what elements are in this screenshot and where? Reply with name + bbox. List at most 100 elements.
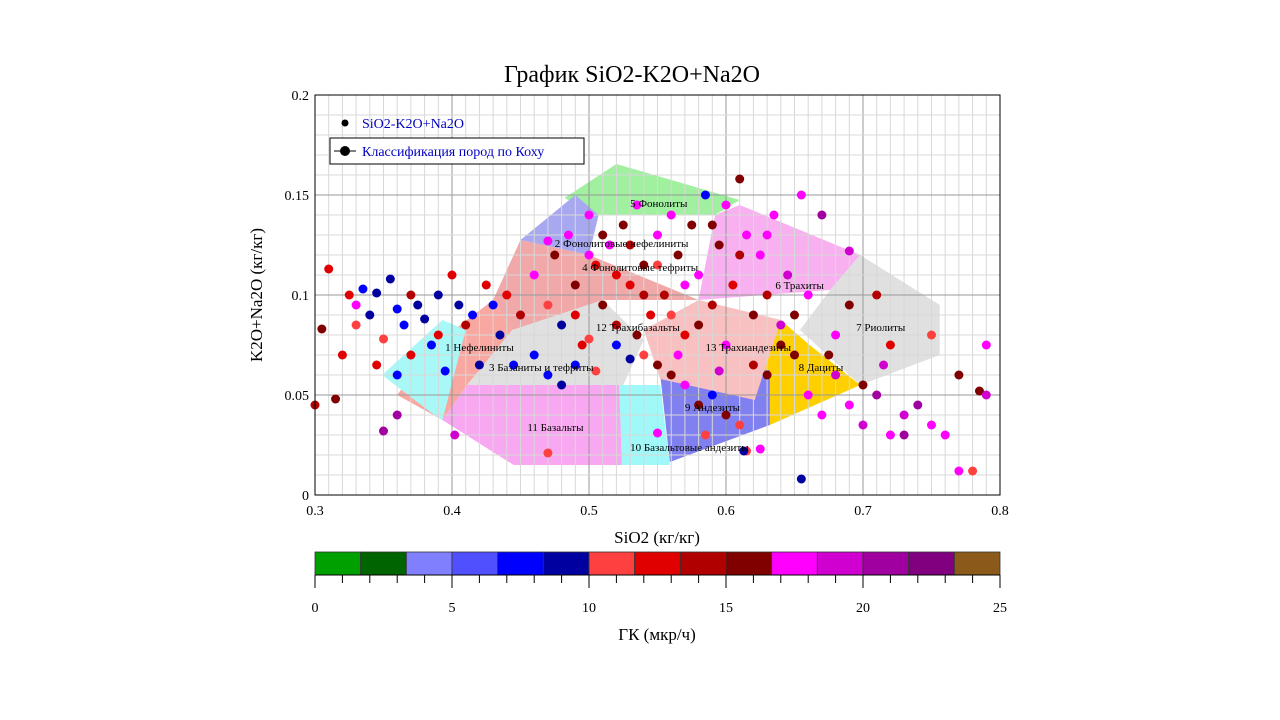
legend[interactable]: SiO2-K2O+Na2O Классификация пород по Кох…: [329, 117, 585, 165]
data-point: [707, 220, 717, 230]
x-tick-label: 0.6: [717, 504, 735, 519]
data-point: [680, 330, 690, 340]
data-point: [570, 310, 580, 320]
data-point: [358, 284, 368, 294]
colorbar-tick-label: 10: [582, 601, 596, 616]
data-point: [611, 320, 621, 330]
data-point: [618, 220, 628, 230]
data-point: [739, 446, 749, 456]
legend-box: [329, 137, 585, 165]
region-labels: 5 Фонолиты 2 Фонолитовые нефелиниты 6 Трах…: [445, 198, 906, 454]
data-point: [666, 210, 676, 220]
data-point: [803, 390, 813, 400]
data-point: [653, 360, 662, 370]
data-point: [981, 390, 991, 400]
data-point: [666, 310, 676, 320]
data-point: [557, 320, 567, 330]
data-point: [755, 444, 765, 454]
data-point: [899, 410, 909, 420]
colorbar-swatch: [405, 551, 453, 576]
data-point: [700, 190, 710, 200]
plot-frame: [314, 94, 1001, 496]
data-point: [762, 290, 772, 300]
data-point: [625, 354, 635, 364]
data-point: [543, 370, 553, 380]
data-point: [529, 270, 539, 280]
region-label: 9 Андезиты: [685, 402, 741, 414]
data-point: [659, 290, 669, 300]
data-point: [913, 400, 923, 410]
data-point: [598, 300, 608, 310]
x-tick-label: 0.4: [443, 504, 461, 519]
data-point: [632, 330, 642, 340]
legend-entry-classification: Классификация пород по Коху: [362, 145, 544, 160]
region-polygon: [520, 195, 599, 255]
data-point: [461, 320, 471, 330]
data-point: [762, 370, 772, 380]
data-point: [351, 320, 361, 330]
data-point: [433, 330, 443, 340]
data-point: [639, 290, 649, 300]
data-point: [379, 334, 388, 344]
data-point: [625, 280, 635, 290]
legend-marker-classification: [340, 146, 350, 156]
data-point: [516, 310, 525, 320]
data-point: [433, 290, 443, 300]
data-point: [372, 288, 382, 298]
data-point: [899, 430, 909, 440]
data-point: [584, 334, 594, 344]
data-point: [406, 290, 416, 300]
colorbar-swatch: [588, 551, 636, 576]
colorbar-tick-label: 15: [719, 601, 733, 616]
region-polygon: [799, 255, 940, 385]
colorbar-swatch: [862, 551, 910, 576]
data-point: [735, 420, 745, 430]
data-point: [331, 394, 341, 404]
region-label: 10 Базальтовые андезиты: [630, 442, 749, 454]
data-point: [577, 340, 587, 350]
y-tick-label: 0.1: [292, 289, 310, 304]
data-point: [653, 260, 662, 270]
data-point: [632, 200, 642, 210]
data-point: [611, 340, 621, 350]
data-point: [440, 366, 450, 376]
y-tick-label: 0: [302, 489, 309, 504]
data-point: [872, 390, 882, 400]
data-point: [557, 380, 567, 390]
colorbar-tick-label: 5: [449, 601, 456, 616]
data-point: [591, 366, 601, 376]
colorbar-tick-label: 0: [312, 601, 319, 616]
data-point: [844, 246, 854, 256]
region-label: 5 Фонолиты: [630, 198, 688, 210]
colorbar-tick-label: 25: [993, 601, 1007, 616]
data-point: [824, 350, 834, 360]
data-point: [707, 390, 717, 400]
data-point: [324, 264, 334, 274]
colorbar-swatch: [542, 551, 590, 576]
legend-entry-series: SiO2-K2O+Na2O: [362, 117, 464, 132]
data-point: [413, 300, 423, 310]
data-point: [570, 360, 580, 370]
data-point: [488, 300, 498, 310]
data-point: [728, 280, 738, 290]
data-point: [570, 280, 580, 290]
region-label: 8 Дациты: [799, 362, 844, 374]
data-point: [885, 430, 895, 440]
data-point: [858, 420, 868, 430]
data-point: [495, 330, 505, 340]
data-point: [406, 350, 416, 360]
data-point: [673, 250, 683, 260]
legend-marker-series: [341, 119, 349, 127]
data-point: [680, 380, 690, 390]
data-point: [714, 240, 724, 250]
data-point: [392, 304, 402, 314]
data-point: [721, 410, 731, 420]
region-label: 7 Риолиты: [856, 322, 906, 334]
region-label: 3 Базаниты и тефриты: [489, 362, 594, 374]
data-point: [879, 360, 889, 370]
data-points: [310, 174, 991, 484]
data-point: [790, 310, 799, 320]
colorbar-swatch: [451, 551, 499, 576]
data-point: [858, 380, 868, 390]
data-point: [529, 350, 539, 360]
